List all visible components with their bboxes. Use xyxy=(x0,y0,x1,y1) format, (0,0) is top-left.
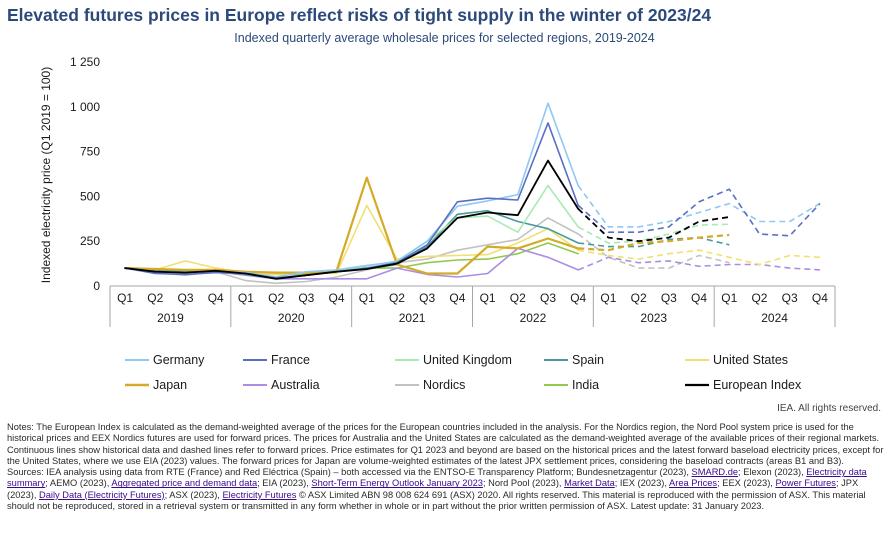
series-forward-line-france xyxy=(577,188,821,237)
source-text: ; AEMO (2023), xyxy=(45,478,112,489)
chart-subtitle: Indexed quarterly average wholesale pric… xyxy=(234,31,655,45)
legend-label: Australia xyxy=(271,378,320,392)
x-tick-label: Q3 xyxy=(540,291,556,305)
x-tick-label: Q3 xyxy=(298,291,314,305)
legend-label: United Kingdom xyxy=(423,353,512,367)
source-text: IEA analysis using data from RTE (France… xyxy=(46,467,692,478)
x-tick-label: Q4 xyxy=(449,291,465,305)
legend-label: Spain xyxy=(572,353,604,367)
y-tick-label: 0 xyxy=(93,279,100,293)
notes-label: Notes: xyxy=(7,422,34,432)
x-year-label: 2023 xyxy=(640,311,667,325)
source-link[interactable]: Electricity Futures xyxy=(222,489,297,500)
legend-label: Japan xyxy=(153,378,187,392)
x-year-label: 2022 xyxy=(520,311,547,325)
source-link[interactable]: Power Futures xyxy=(775,478,836,489)
x-tick-label: Q3 xyxy=(419,291,435,305)
legend-label: European Index xyxy=(713,378,802,392)
series-forward-line-european-index xyxy=(577,208,730,243)
legend-label: India xyxy=(572,378,599,392)
series-forward-line-japan xyxy=(578,233,730,252)
series-line-european-index xyxy=(124,159,580,280)
legend-label: France xyxy=(271,353,310,367)
x-tick-label: Q2 xyxy=(631,291,647,305)
series-forward-line-spain xyxy=(578,236,730,248)
x-tick-label: Q4 xyxy=(570,291,586,305)
notes-block: Notes: The European Index is calculated … xyxy=(7,422,885,512)
source-text: ; JPX (2023), xyxy=(7,478,859,500)
legend-label: Germany xyxy=(153,353,205,367)
x-tick-label: Q4 xyxy=(208,291,224,305)
notes-text: The European Index is calculated as the … xyxy=(7,422,884,466)
legend-label: United States xyxy=(713,353,788,367)
x-tick-label: Q2 xyxy=(389,291,405,305)
x-tick-label: Q1 xyxy=(600,291,616,305)
x-tick-label: Q1 xyxy=(721,291,737,305)
chart-title: Elevated futures prices in Europe reflec… xyxy=(7,5,712,25)
source-text: ; Elexon (2023), xyxy=(738,467,807,478)
notes-paragraph: Notes: The European Index is calculated … xyxy=(7,422,885,467)
series-forward-line-australia xyxy=(577,256,820,271)
x-tick-label: Q2 xyxy=(268,291,284,305)
y-tick-label: 750 xyxy=(80,145,100,159)
x-year-label: 2021 xyxy=(399,311,426,325)
y-tick-label: 1 250 xyxy=(70,55,100,69)
series-forward-line-germany xyxy=(577,185,821,228)
y-tick-label: 500 xyxy=(80,189,100,203)
x-tick-label: Q3 xyxy=(782,291,798,305)
x-tick-label: Q1 xyxy=(480,291,496,305)
series-forward-line-nordics xyxy=(577,233,730,269)
x-tick-label: Q2 xyxy=(510,291,526,305)
source-text: ; ASX (2023), xyxy=(164,489,223,500)
source-link[interactable]: Electricity data summary xyxy=(7,467,867,489)
series-line-united-states xyxy=(124,204,579,276)
series-forward-line-united-states xyxy=(578,249,820,266)
copyright-notice: IEA. All rights reserved. xyxy=(777,403,881,414)
source-link[interactable]: Market Data xyxy=(564,478,615,489)
series-line-germany xyxy=(124,102,579,278)
source-link[interactable]: SMARD.de xyxy=(691,467,739,478)
line-chart: 0 250 500 750 1 000 1 250 Indexed electricity … xyxy=(39,55,836,392)
sources-label: Sources: xyxy=(7,467,44,478)
x-year-label: 2024 xyxy=(761,311,788,325)
source-text: ; EEX (2023), xyxy=(717,478,776,489)
x-tick-label: Q2 xyxy=(147,291,163,305)
source-link[interactable]: Aggregated price and demand data xyxy=(111,478,258,489)
x-tick-label: Q4 xyxy=(691,291,707,305)
source-text: ; Nord Pool (2023), xyxy=(482,478,565,489)
source-link[interactable]: Area Prices xyxy=(669,478,718,489)
x-tick-label: Q3 xyxy=(661,291,677,305)
source-text: ; EIA (2023), xyxy=(257,478,312,489)
legend-label: Nordics xyxy=(423,378,465,392)
x-tick-label: Q2 xyxy=(751,291,767,305)
x-year-label: 2019 xyxy=(157,311,184,325)
source-text: © ASX Limited ABN 98 008 624 691 (ASX) 2… xyxy=(7,489,866,512)
y-tick-label: 1 000 xyxy=(70,100,100,114)
x-tick-label: Q1 xyxy=(359,291,375,305)
y-tick-label: 250 xyxy=(80,234,100,248)
y-axis-label: Indexed electricity price (Q1 2019 = 100… xyxy=(39,67,53,283)
source-text: ; IEX (2023), xyxy=(614,478,670,489)
series-line-japan xyxy=(124,176,580,275)
x-tick-label: Q1 xyxy=(117,291,133,305)
x-tick-label: Q1 xyxy=(238,291,254,305)
source-link[interactable]: Short-Term Energy Outlook January 2023 xyxy=(311,478,483,489)
series-forward-line-united-kingdom xyxy=(577,223,730,244)
x-tick-label: Q4 xyxy=(812,291,828,305)
x-tick-label: Q3 xyxy=(178,291,194,305)
x-year-label: 2020 xyxy=(278,311,305,325)
source-link[interactable]: Daily Data (Electricity Futures) xyxy=(39,489,165,500)
x-tick-label: Q4 xyxy=(329,291,345,305)
sources-paragraph: Sources: IEA analysis using data from RT… xyxy=(7,467,885,512)
